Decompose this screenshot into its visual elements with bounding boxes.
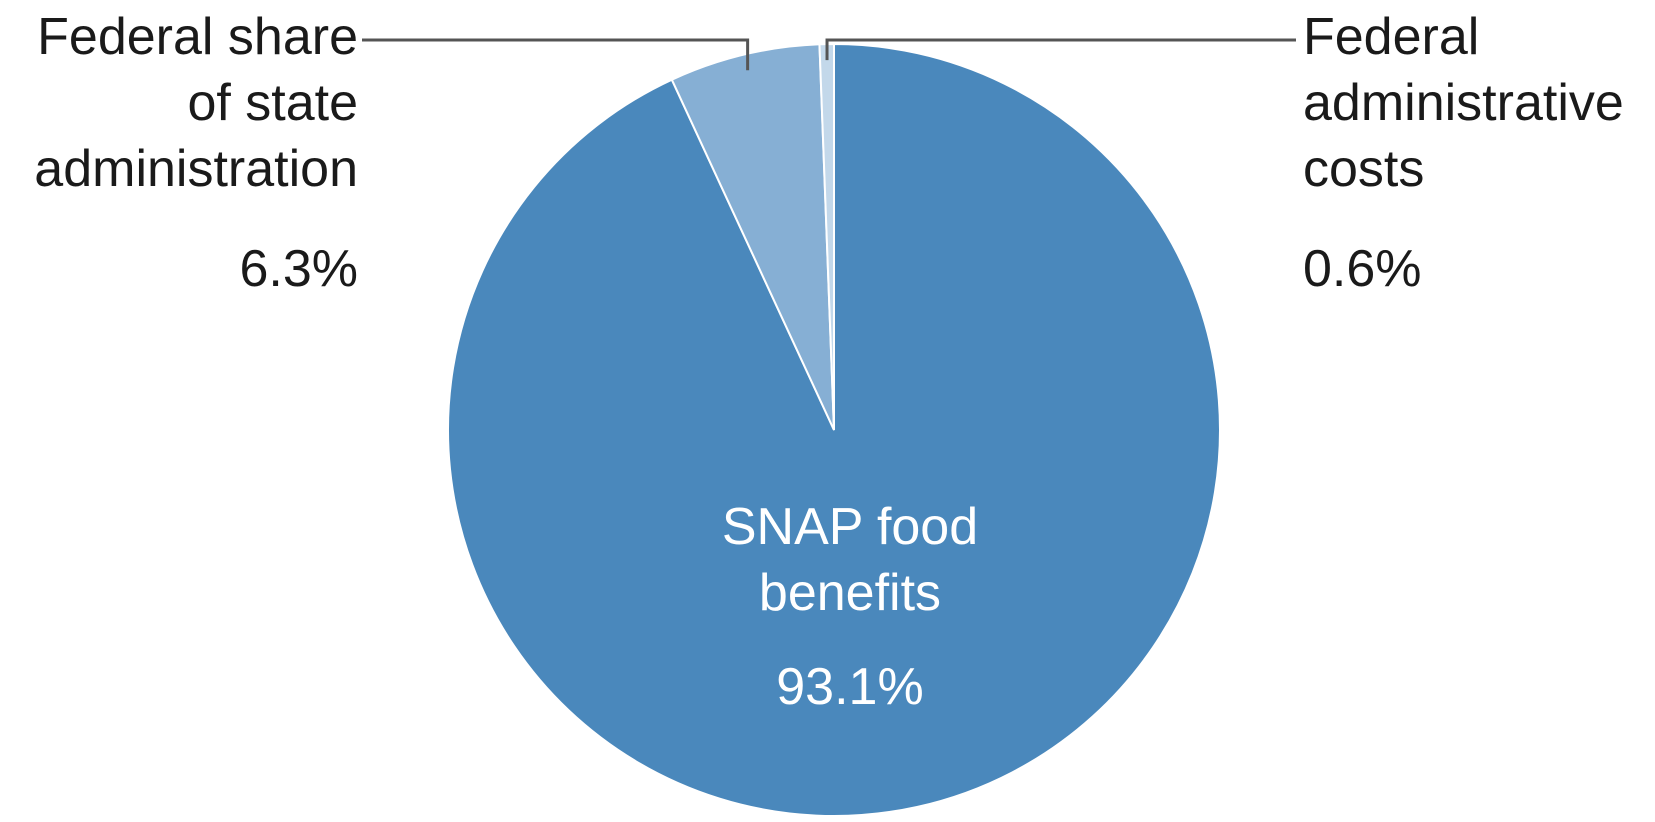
leader-lines — [362, 38, 1296, 71]
slice-label-line: administrative — [1303, 74, 1624, 132]
slice-label-line: costs — [1303, 140, 1425, 198]
slice-value-label: 0.6% — [1303, 240, 1422, 298]
slice-label-federal-administrative-costs: Federal administrative costs 0.6% — [1303, 4, 1624, 302]
slice-value-label: 6.3% — [239, 240, 358, 298]
leader-line-administrative-costs — [825, 38, 1296, 61]
slice-label-snap-food-benefits: SNAP food benefits 93.1% — [690, 494, 1010, 720]
leader-line-federal-share — [362, 38, 750, 71]
slice-label-line: Federal — [1303, 8, 1480, 66]
slice-label-line: benefits — [758, 564, 942, 622]
slice-label-line: administration — [34, 140, 358, 198]
slice-label-line: SNAP food — [721, 498, 979, 556]
pie-slice-federal-share-of-state-administration — [670, 43, 835, 431]
slice-value-label: 93.1% — [776, 658, 924, 716]
slice-label-line: Federal share — [37, 8, 358, 66]
slice-label-line: of state — [187, 74, 358, 132]
slice-label-federal-share-of-state-administration: Federal share of state administration 6.… — [34, 4, 358, 302]
pie-slices — [447, 42, 1221, 817]
